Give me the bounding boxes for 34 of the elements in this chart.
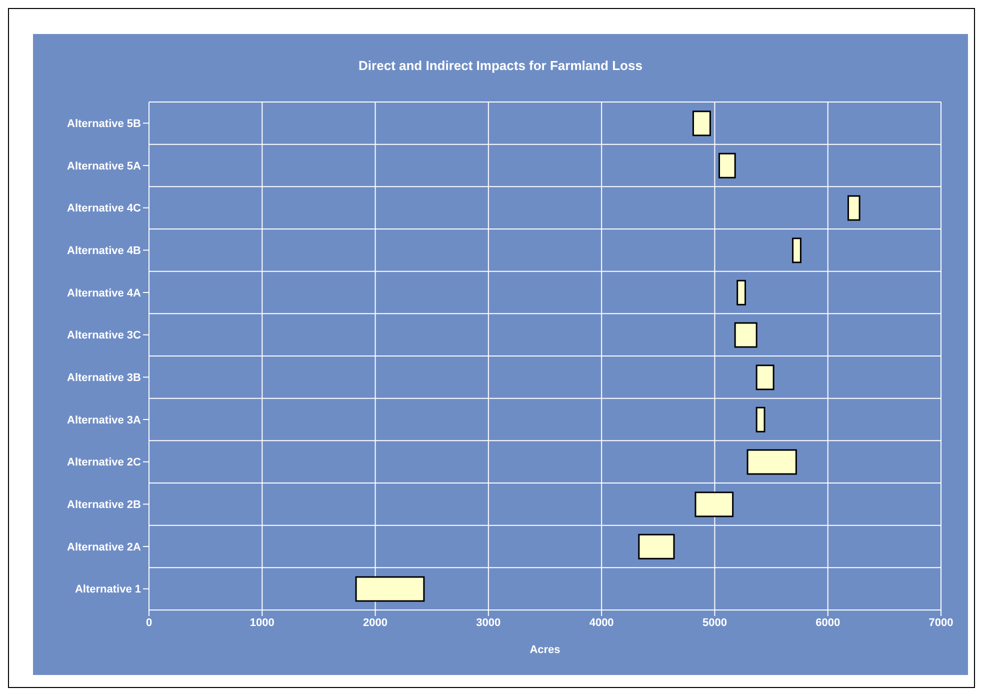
x-tick-label: 7000 (928, 616, 954, 629)
bar (355, 576, 425, 602)
y-tick-label: Alternative 4B (67, 245, 142, 258)
x-tick-label: 4000 (589, 616, 614, 629)
bar (746, 449, 797, 475)
y-tick-label: Alternative 5B (67, 118, 142, 130)
x-tick-label: 3000 (476, 616, 501, 629)
x-axis-title: Acres (530, 644, 560, 656)
chart-title: Direct and Indirect Impacts for Farmland Loss (358, 58, 644, 73)
y-tick-label: Alternative 4C (67, 202, 142, 215)
bar (792, 238, 802, 264)
x-tick-label: 0 (146, 616, 152, 629)
y-tick-label: Alternative 1 (74, 584, 141, 596)
y-tick-label: Alternative 2B (67, 499, 142, 512)
bar (736, 280, 746, 306)
bar (718, 152, 736, 178)
x-tick-label: 2000 (363, 616, 388, 629)
y-tick-label: Alternative 2A (67, 541, 142, 554)
bar (756, 364, 774, 390)
x-tick-label: 1000 (250, 616, 274, 629)
y-tick-label: Alternative 3A (67, 414, 142, 426)
bar (847, 195, 860, 221)
y-tick-label: Alternative 3B (67, 372, 142, 384)
x-tick-label: 6000 (816, 616, 840, 629)
y-tick-label: Alternative 2C (67, 456, 142, 469)
y-tick-label: Alternative 4A (67, 287, 142, 300)
bar (694, 492, 734, 518)
bar (692, 110, 711, 136)
y-tick-label: Alternative 3C (67, 330, 142, 342)
bar (638, 534, 675, 560)
x-tick-label: 5000 (702, 616, 727, 629)
y-tick-label: Alternative 5A (67, 160, 142, 172)
bar (756, 406, 766, 432)
bar (734, 322, 758, 348)
